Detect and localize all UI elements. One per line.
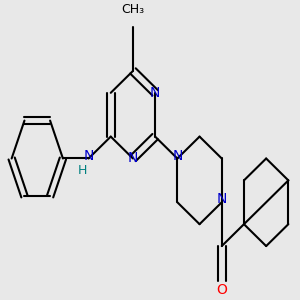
Text: H: H	[78, 164, 87, 177]
Text: N: N	[83, 148, 94, 163]
Text: N: N	[217, 192, 227, 206]
Text: N: N	[172, 148, 182, 163]
Text: N: N	[128, 152, 138, 166]
Text: O: O	[216, 283, 227, 297]
Text: CH₃: CH₃	[122, 3, 145, 16]
Text: N: N	[150, 86, 160, 100]
